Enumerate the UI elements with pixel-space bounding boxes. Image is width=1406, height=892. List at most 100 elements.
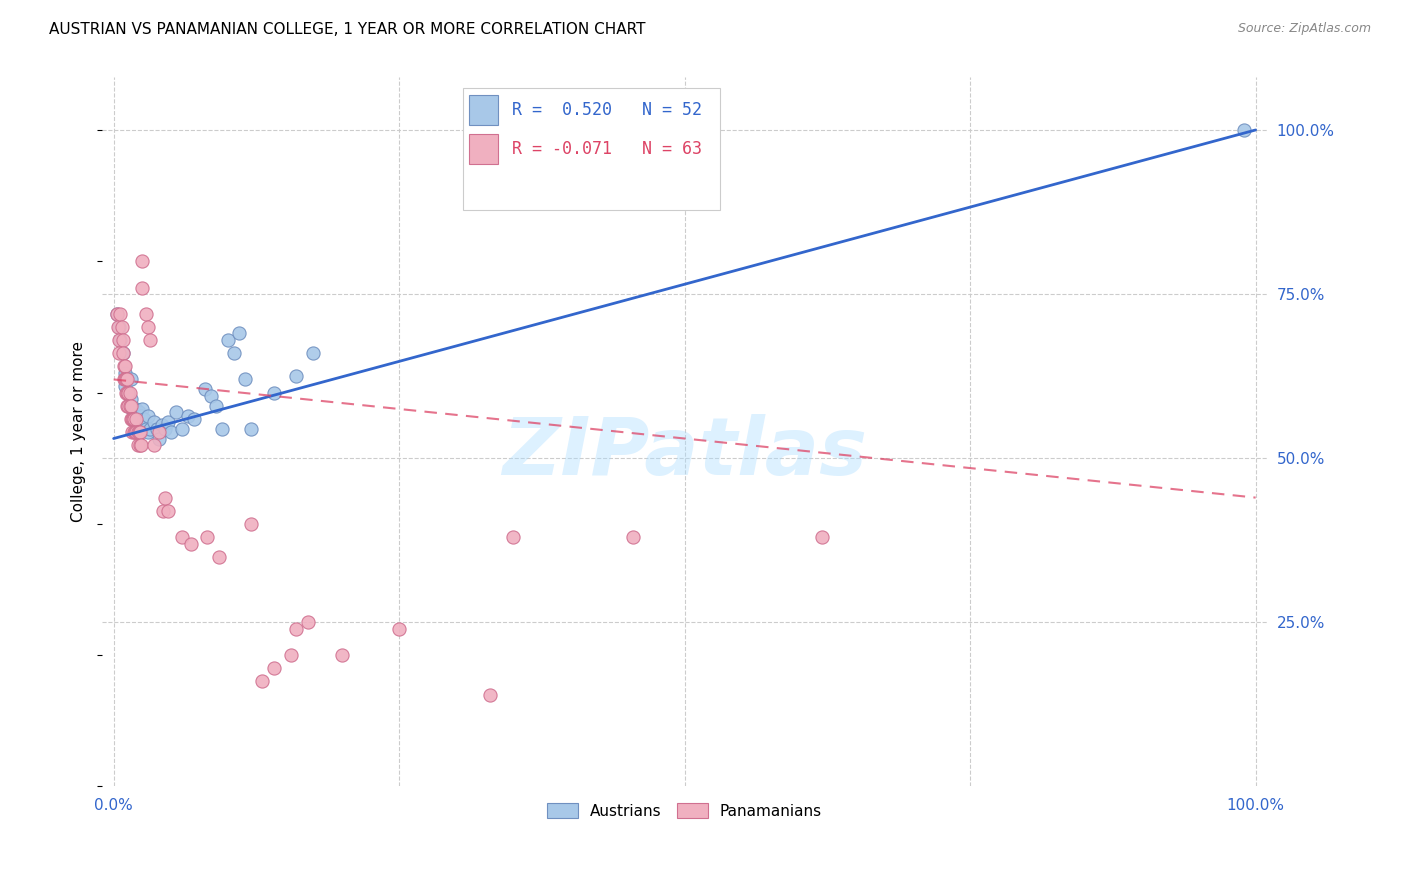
- Point: [121, 401, 143, 416]
- Point: [172, 530, 194, 544]
- Point: [120, 392, 142, 406]
- Point: [124, 409, 146, 423]
- Point: [183, 412, 205, 426]
- Point: [139, 422, 162, 436]
- Point: [211, 422, 233, 436]
- Point: [131, 418, 153, 433]
- Point: [200, 389, 222, 403]
- Point: [177, 409, 200, 423]
- Point: [233, 372, 256, 386]
- Point: [121, 412, 143, 426]
- Point: [150, 418, 173, 433]
- Point: [263, 385, 285, 400]
- Point: [122, 401, 145, 416]
- Point: [125, 412, 148, 426]
- Point: [122, 412, 145, 426]
- Point: [810, 530, 832, 544]
- Point: [129, 438, 152, 452]
- Point: [114, 359, 136, 374]
- Text: R = -0.071   N = 63: R = -0.071 N = 63: [512, 140, 702, 158]
- Point: [112, 359, 135, 374]
- Point: [122, 412, 145, 426]
- Point: [111, 346, 134, 360]
- Point: [111, 319, 134, 334]
- Text: ZIPatlas: ZIPatlas: [502, 414, 868, 492]
- Point: [280, 648, 302, 662]
- Point: [172, 422, 194, 436]
- Point: [129, 425, 152, 439]
- Point: [122, 412, 145, 426]
- Point: [117, 372, 139, 386]
- Point: [115, 385, 138, 400]
- Point: [285, 622, 308, 636]
- Point: [114, 372, 136, 386]
- Point: [110, 307, 132, 321]
- Point: [111, 346, 134, 360]
- Point: [222, 346, 245, 360]
- Text: Source: ZipAtlas.com: Source: ZipAtlas.com: [1237, 22, 1371, 36]
- Point: [302, 346, 325, 360]
- Point: [148, 425, 170, 439]
- Point: [142, 415, 165, 429]
- Point: [117, 385, 139, 400]
- Bar: [470, 95, 498, 125]
- Point: [195, 530, 218, 544]
- Point: [153, 422, 176, 436]
- Point: [124, 425, 146, 439]
- Legend: Austrians, Panamanians: Austrians, Panamanians: [541, 797, 828, 825]
- Point: [228, 326, 250, 341]
- Point: [136, 409, 159, 423]
- Point: [148, 432, 170, 446]
- Point: [157, 504, 180, 518]
- Point: [111, 333, 134, 347]
- Point: [117, 372, 139, 386]
- Point: [105, 307, 128, 321]
- Point: [330, 648, 353, 662]
- Point: [136, 425, 159, 439]
- Point: [108, 319, 131, 334]
- Point: [125, 415, 148, 429]
- Point: [128, 425, 150, 439]
- Point: [139, 333, 162, 347]
- Point: [131, 280, 153, 294]
- Point: [134, 412, 156, 426]
- Point: [152, 504, 174, 518]
- Text: R =  0.520   N = 52: R = 0.520 N = 52: [512, 101, 702, 119]
- Point: [131, 254, 153, 268]
- Point: [129, 438, 152, 452]
- Point: [117, 385, 139, 400]
- Point: [263, 661, 285, 675]
- Point: [146, 422, 169, 436]
- Point: [110, 333, 132, 347]
- Point: [107, 319, 129, 334]
- Point: [135, 422, 157, 436]
- Point: [142, 438, 165, 452]
- Point: [112, 372, 135, 386]
- Point: [136, 319, 159, 334]
- Point: [127, 438, 149, 452]
- Point: [502, 530, 524, 544]
- FancyBboxPatch shape: [464, 88, 720, 210]
- Point: [129, 409, 152, 423]
- Point: [117, 385, 139, 400]
- Point: [388, 622, 411, 636]
- Point: [285, 369, 308, 384]
- Point: [135, 307, 157, 321]
- Point: [194, 382, 217, 396]
- Point: [205, 399, 228, 413]
- Point: [180, 536, 202, 550]
- Text: AUSTRIAN VS PANAMANIAN COLLEGE, 1 YEAR OR MORE CORRELATION CHART: AUSTRIAN VS PANAMANIAN COLLEGE, 1 YEAR O…: [49, 22, 645, 37]
- Point: [1233, 123, 1256, 137]
- Point: [159, 425, 181, 439]
- Point: [108, 333, 131, 347]
- Point: [479, 688, 502, 702]
- Point: [117, 399, 139, 413]
- Point: [157, 415, 180, 429]
- Point: [128, 422, 150, 436]
- Point: [128, 405, 150, 419]
- Y-axis label: College, 1 year or more: College, 1 year or more: [72, 342, 86, 523]
- Point: [239, 516, 262, 531]
- Point: [621, 530, 644, 544]
- Point: [105, 307, 128, 321]
- Point: [118, 385, 141, 400]
